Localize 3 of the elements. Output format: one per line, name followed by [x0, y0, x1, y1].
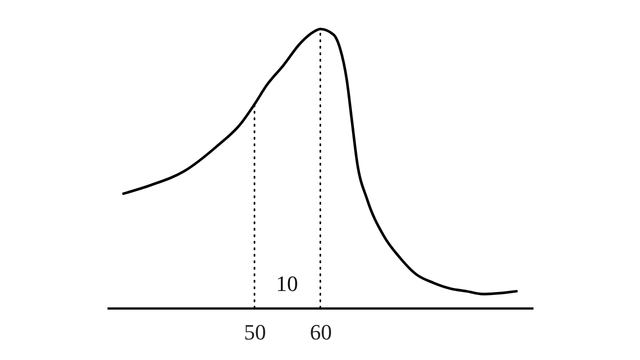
- annotation: 10: [276, 271, 298, 296]
- x-tick-label: 60: [310, 320, 332, 344]
- x-tick-label: 50: [244, 320, 266, 344]
